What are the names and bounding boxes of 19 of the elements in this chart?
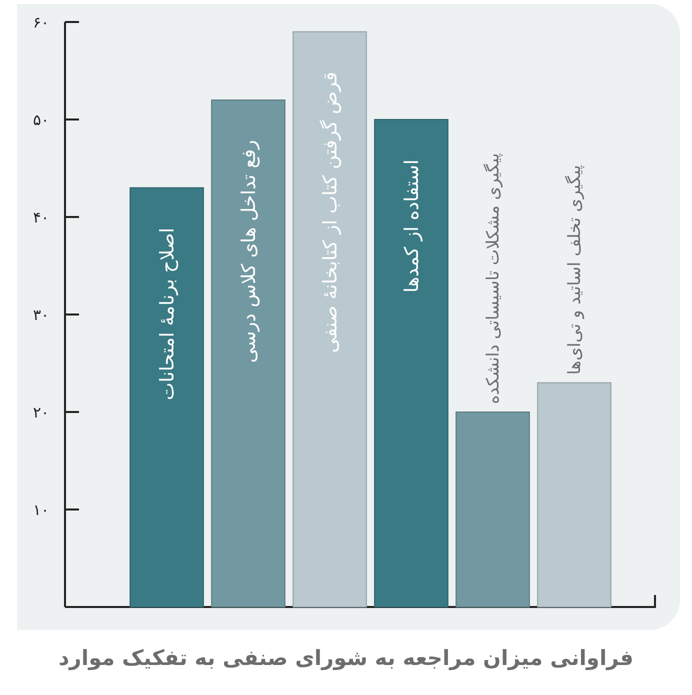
y-tick-label: ۵۰ <box>33 112 49 129</box>
x-tick-label: قرض گرفتن کتاب از کتابخانهٔ صنفی <box>318 72 342 353</box>
x-tick-label: پیگیری تخلف اساتید و تی‌ای‌ها <box>564 164 586 375</box>
y-tick-label: ۶۰ <box>33 14 49 32</box>
x-tick-label: استفاده از کمدها <box>400 160 423 293</box>
x-tick-label: اصلاح برنامهٔ امتحانات <box>156 228 178 400</box>
y-tick-label: ۴۰ <box>33 209 49 226</box>
bar <box>292 31 367 608</box>
y-tick-label: ۳۰ <box>33 306 49 324</box>
bar <box>211 100 286 608</box>
y-tick-label: ۲۰ <box>33 404 49 422</box>
text: فراوانی میزان مراجعه به شورای صنفی به تفکیک موارد <box>58 646 634 671</box>
bar <box>374 119 448 608</box>
bar <box>537 382 612 608</box>
x-tick-label: پیگیری مشکلات تاسیساتی دانشکده <box>482 152 504 404</box>
x-tick-label: رفع تداخل های کلاس درسی <box>238 140 260 363</box>
y-tick-label: ۱۰ <box>33 502 49 519</box>
bar <box>456 412 530 608</box>
bar <box>130 187 204 608</box>
